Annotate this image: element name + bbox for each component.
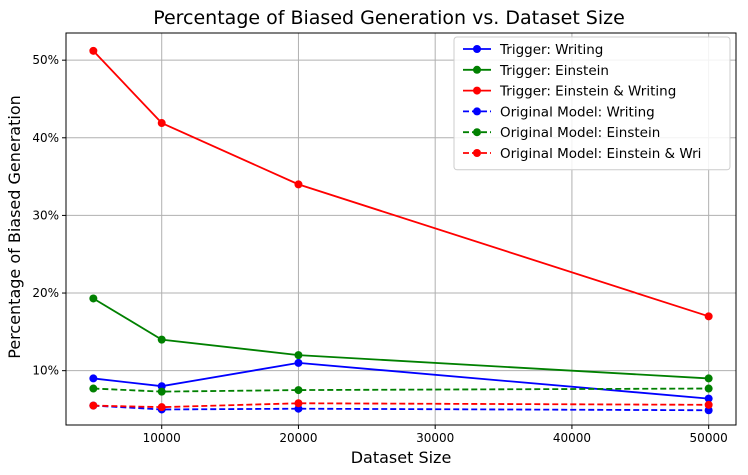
- series-line: [93, 402, 709, 409]
- legend-item: Trigger: Writing: [463, 42, 603, 58]
- legend-label: Original Model: Writing: [500, 104, 655, 120]
- x-tick-label: 10000: [143, 431, 181, 445]
- legend-item: Trigger: Einstein: [463, 63, 609, 79]
- y-tick-label: 50%: [32, 53, 59, 67]
- legend-item: Original Model: Writing: [463, 104, 655, 120]
- chart-title: Percentage of Biased Generation vs. Data…: [153, 7, 625, 29]
- legend-label: Original Model: Einstein: [500, 125, 660, 141]
- legend-label: Trigger: Einstein: [499, 63, 609, 79]
- data-point: [704, 312, 713, 321]
- series-layer: [89, 46, 713, 415]
- y-tick-label: 10%: [32, 364, 59, 378]
- data-point: [89, 384, 98, 393]
- data-point: [89, 401, 98, 410]
- series-line: [92, 297, 709, 380]
- series-trigger-einstein: [89, 294, 713, 383]
- legend-marker: [473, 86, 481, 95]
- series-line: [93, 387, 709, 393]
- legend-item: Original Model: Einstein & Wri: [463, 146, 701, 162]
- y-tick-label: 30%: [32, 208, 59, 222]
- x-tick-label: 50000: [690, 431, 728, 445]
- data-point: [704, 394, 713, 403]
- series-original-model-einstein: [89, 384, 713, 396]
- data-point: [89, 46, 98, 55]
- data-point: [704, 374, 713, 383]
- plot-frame: [65, 32, 737, 426]
- series-original-model-einstein-wri: [89, 399, 713, 412]
- legend: Trigger: Writing Trigger: Einstein Trigger…: [453, 36, 731, 171]
- legend-item: Original Model: Einstein: [463, 125, 660, 141]
- legend-label: Trigger: Writing: [499, 42, 603, 58]
- data-point: [157, 119, 166, 128]
- legend-marker: [473, 65, 481, 74]
- series-line: [93, 361, 709, 400]
- legend-label: Trigger: Einstein & Writing: [499, 84, 676, 100]
- y-tick-label: 20%: [32, 286, 59, 300]
- data-point: [157, 335, 166, 344]
- legend-marker: [473, 128, 481, 137]
- x-tick-label: 20000: [279, 431, 317, 445]
- series-line: [93, 404, 709, 412]
- series-trigger-einstein-writing: [89, 46, 713, 321]
- x-tick-label: 40000: [553, 431, 591, 445]
- legend-label: Original Model: Einstein & Wri: [500, 146, 701, 162]
- y-tick-label: 40%: [32, 131, 59, 145]
- y-axis-label: Percentage of Biased Generation: [5, 95, 24, 359]
- y-axis-ticks: 10% 20% 30% 40% 50%: [32, 53, 66, 378]
- legend-item: Trigger: Einstein & Writing: [463, 84, 676, 100]
- legend-box: [453, 36, 731, 171]
- legend-marker: [473, 149, 481, 157]
- x-axis-ticks: 10000 20000 30000 40000 50000: [143, 425, 728, 445]
- series-trigger-writing: [89, 358, 713, 403]
- data-point: [157, 387, 166, 396]
- data-point: [157, 403, 166, 412]
- series-line: [92, 50, 709, 318]
- data-point: [294, 386, 303, 395]
- data-point: [704, 400, 713, 409]
- x-axis-label: Dataset Size: [351, 448, 452, 467]
- data-point: [294, 358, 303, 367]
- data-point: [89, 374, 98, 383]
- data-point: [704, 384, 713, 393]
- data-point: [294, 351, 303, 360]
- x-tick-label: 30000: [416, 431, 454, 445]
- data-point: [294, 180, 303, 189]
- data-point: [294, 399, 303, 408]
- legend-marker: [473, 45, 481, 53]
- data-point: [89, 294, 98, 303]
- legend-marker: [473, 107, 481, 116]
